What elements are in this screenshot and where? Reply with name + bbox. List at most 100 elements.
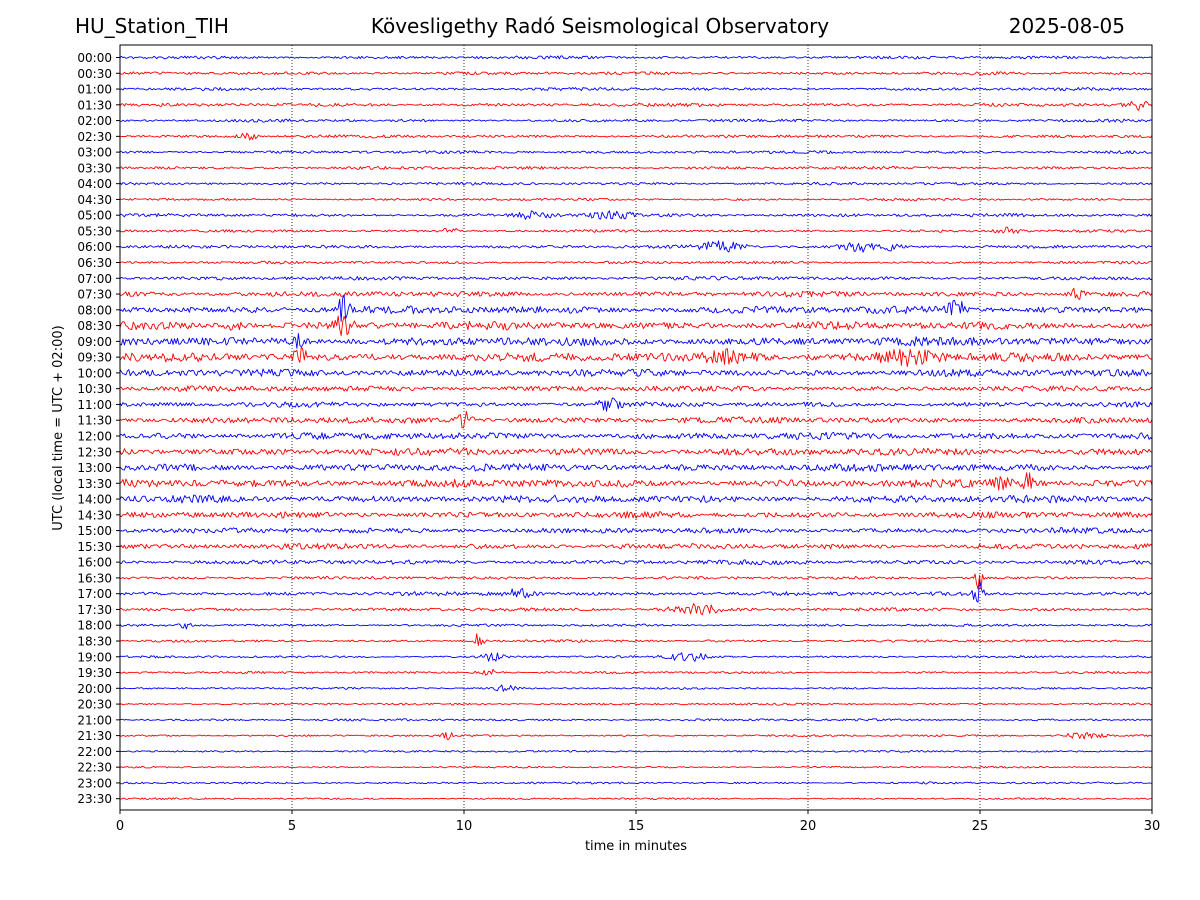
- trace-row-2300: [119, 781, 1153, 785]
- trace-row-1930: [119, 668, 1153, 676]
- y-tick-label: 14:30: [77, 508, 112, 522]
- trace-row-0000: [119, 55, 1153, 60]
- trace-row-1300: [119, 463, 1153, 472]
- y-tick-label: 11:30: [77, 414, 112, 428]
- trace-row-0700: [119, 275, 1153, 281]
- trace-row-0400: [119, 181, 1153, 186]
- y-tick-label: 15:30: [77, 540, 112, 554]
- trace-row-0330: [119, 165, 1153, 170]
- trace-row-1030: [119, 385, 1153, 392]
- y-tick-label: 09:30: [77, 351, 112, 365]
- trace-row-0030: [119, 71, 1153, 76]
- y-tick-label: 00:00: [77, 51, 112, 65]
- y-tick-label: 08:30: [77, 319, 112, 333]
- y-tick-label: 02:30: [77, 130, 112, 144]
- trace-row-1000: [119, 368, 1153, 378]
- y-tick-label: 01:30: [77, 98, 112, 112]
- trace-row-0730: [119, 287, 1153, 300]
- y-tick-label: 10:00: [77, 366, 112, 380]
- observatory-title: Kövesligethy Radó Seismological Observat…: [370, 14, 830, 38]
- y-tick-label: 13:00: [77, 461, 112, 475]
- y-tick-label: 17:00: [77, 587, 112, 601]
- trace-row-1530: [119, 543, 1153, 550]
- y-tick-label: 12:00: [77, 429, 112, 443]
- x-tick-label: 20: [800, 819, 817, 834]
- trace-row-0900: [119, 333, 1153, 349]
- trace-row-0530: [119, 226, 1153, 234]
- trace-row-1200: [119, 431, 1153, 441]
- y-tick-label: 01:00: [77, 83, 112, 97]
- trace-row-2200: [119, 749, 1153, 753]
- trace-row-0930: [119, 346, 1153, 368]
- trace-row-2000: [119, 684, 1153, 692]
- trace-row-0830: [119, 315, 1153, 337]
- y-tick-label: 19:30: [77, 666, 112, 680]
- trace-row-2230: [119, 765, 1153, 769]
- trace-row-1330: [119, 472, 1153, 491]
- y-tick-label: 02:00: [77, 114, 112, 128]
- trace-row-2330: [119, 797, 1153, 801]
- x-tick-label: 10: [456, 819, 473, 834]
- trace-row-1100: [119, 397, 1153, 412]
- trace-row-2030: [119, 702, 1153, 706]
- y-tick-label: 08:00: [77, 303, 112, 317]
- y-tick-label: 06:30: [77, 256, 112, 270]
- y-tick-label: 20:00: [77, 682, 112, 696]
- y-tick-label: 03:00: [77, 146, 112, 160]
- y-tick-label: 05:00: [77, 209, 112, 223]
- y-tick-label: 23:00: [77, 776, 112, 790]
- trace-row-0200: [119, 118, 1153, 123]
- y-tick-label: 20:30: [77, 698, 112, 712]
- trace-row-1830: [119, 633, 1153, 646]
- trace-row-0300: [119, 150, 1153, 155]
- y-tick-label: 04:00: [77, 177, 112, 191]
- trace-row-1800: [119, 622, 1153, 630]
- trace-row-1500: [119, 527, 1153, 534]
- y-tick-label: 07:30: [77, 288, 112, 302]
- y-tick-label: 22:00: [77, 745, 112, 759]
- trace-row-1730: [119, 603, 1153, 616]
- trace-row-0500: [119, 210, 1153, 220]
- y-tick-label: 17:30: [77, 603, 112, 617]
- x-axis-label: time in minutes: [585, 839, 687, 854]
- y-tick-label: 11:00: [77, 398, 112, 412]
- y-tick-label: 00:30: [77, 67, 112, 81]
- y-tick-label: 19:00: [77, 650, 112, 664]
- y-tick-label: 21:30: [77, 729, 112, 743]
- grid-layer: [291, 45, 981, 810]
- date-title: 2025-08-05: [1008, 14, 1125, 38]
- trace-row-0800: [119, 294, 1153, 322]
- trace-row-0130: [119, 100, 1153, 111]
- trace-row-1400: [119, 494, 1153, 504]
- x-tick-label: 15: [628, 819, 645, 834]
- x-tick-label: 0: [116, 819, 124, 834]
- x-tick-labels: 0 5 10 15 20 25 30: [116, 810, 1160, 834]
- y-tick-label: 16:00: [77, 556, 112, 570]
- trace-layer: [119, 55, 1153, 801]
- trace-row-0600: [119, 240, 1153, 253]
- y-tick-label: 13:30: [77, 477, 112, 491]
- trace-row-0100: [119, 87, 1153, 92]
- y-tick-label: 04:30: [77, 193, 112, 207]
- y-tick-label: 15:00: [77, 524, 112, 538]
- y-tick-label: 21:00: [77, 713, 112, 727]
- x-tick-label: 30: [1144, 819, 1161, 834]
- y-axis-label: UTC (local time = UTC + 02:00): [51, 325, 66, 530]
- x-tick-label: 25: [972, 819, 989, 834]
- x-tick-label: 5: [288, 819, 296, 834]
- trace-row-1900: [119, 652, 1153, 662]
- trace-row-0230: [119, 132, 1153, 141]
- trace-row-0630: [119, 260, 1153, 265]
- trace-row-2100: [119, 718, 1153, 722]
- trace-row-0430: [119, 197, 1153, 202]
- y-tick-label: 03:30: [77, 161, 112, 175]
- y-tick-label: 06:00: [77, 240, 112, 254]
- trace-row-1630: [119, 573, 1153, 590]
- y-tick-label: 23:30: [77, 792, 112, 806]
- y-tick-label: 22:30: [77, 761, 112, 775]
- trace-row-1230: [119, 447, 1153, 457]
- trace-row-2130: [119, 732, 1153, 740]
- y-tick-label: 18:30: [77, 634, 112, 648]
